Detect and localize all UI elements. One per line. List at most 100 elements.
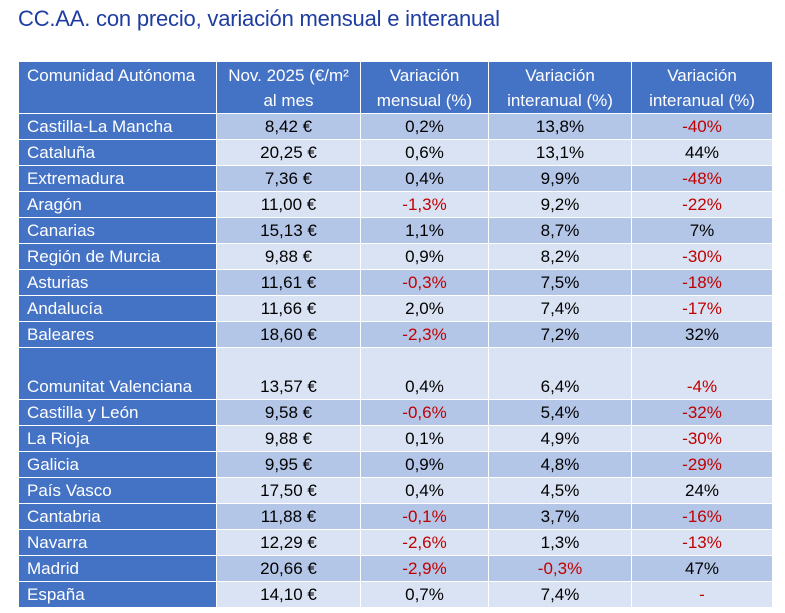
comunidad-cell: Cataluña — [18, 139, 217, 166]
precio-cell: 12,29 € — [216, 529, 361, 556]
header-row: Comunidad Autónoma Nov. 2025 (€/m² al me… — [18, 62, 773, 114]
table-row: La Rioja 9,88 €0,1% 4,9% -30% — [18, 425, 773, 452]
table-row: Baleares 18,60 € -2,3% 7,2% 32% — [18, 321, 773, 348]
ccaa-price-table: Comunidad Autónoma Nov. 2025 (€/m² al me… — [18, 62, 773, 608]
table-row: Asturias 11,61 € -0,3% 7,5% -18% — [18, 269, 773, 296]
variacion-interanual-cell: 13,8% — [488, 113, 632, 140]
comunidad-cell: Navarra — [18, 529, 217, 556]
variacion-interanual-2-cell: - — [631, 581, 773, 608]
precio-cell: 15,13 € — [216, 217, 361, 244]
table-row: Cantabria 11,88 € -0,1% 3,7% -16% — [18, 503, 773, 530]
comunidad-cell: Asturias — [18, 269, 217, 296]
header-variacion-interanual-2: Variación interanual (%) — [631, 62, 773, 114]
header-comunidad: Comunidad Autónoma — [18, 62, 217, 114]
variacion-interanual-2-cell: -4% — [631, 347, 773, 400]
precio-cell: 9,88 € — [216, 243, 361, 270]
precio-cell: 11,66 € — [216, 295, 361, 322]
variacion-interanual-2-cell: -30% — [631, 243, 773, 270]
table-row: País Vasco 17,50 €0,4% 4,5% 24% — [18, 477, 773, 504]
header-precio: Nov. 2025 (€/m² al mes — [216, 62, 361, 114]
variacion-interanual-2-cell: 24% — [631, 477, 773, 504]
comunidad-cell: Extremadura — [18, 165, 217, 192]
variacion-interanual-cell: 8,7% — [488, 217, 632, 244]
variacion-mensual-cell: 0,4% — [360, 347, 489, 400]
variacion-interanual-cell: 6,4% — [488, 347, 632, 400]
precio-cell: 9,95 € — [216, 451, 361, 478]
comunidad-cell: Galicia — [18, 451, 217, 478]
comunidad-cell: La Rioja — [18, 425, 217, 452]
header-variacion-mensual: Variación mensual (%) — [360, 62, 489, 114]
table-row: Comunitat Valenciana 13,57 €0,4% 6,4% -4% — [18, 347, 773, 400]
variacion-interanual-2-cell: -22% — [631, 191, 773, 218]
variacion-mensual-cell: 0,1% — [360, 425, 489, 452]
header-variacion-interanual: Variación interanual (%) — [488, 62, 632, 114]
variacion-interanual-2-cell: -13% — [631, 529, 773, 556]
comunidad-cell: Castilla-La Mancha — [18, 113, 217, 140]
comunidad-cell: País Vasco — [18, 477, 217, 504]
variacion-mensual-cell: -2,6% — [360, 529, 489, 556]
table-row: Canarias 15,13 €1,1% 8,7% 7% — [18, 217, 773, 244]
variacion-mensual-cell: 0,6% — [360, 139, 489, 166]
variacion-interanual-2-cell: 7% — [631, 217, 773, 244]
comunidad-cell: Aragón — [18, 191, 217, 218]
comunidad-cell: Baleares — [18, 321, 217, 348]
variacion-interanual-cell: 4,9% — [488, 425, 632, 452]
variacion-interanual-2-cell: -40% — [631, 113, 773, 140]
precio-cell: 20,66 € — [216, 555, 361, 582]
table-row: Andalucía 11,66 €2,0% 7,4% -17% — [18, 295, 773, 322]
precio-cell: 20,25 € — [216, 139, 361, 166]
table-row: Castilla y León 9,58 € -0,6% 5,4% -32% — [18, 399, 773, 426]
precio-cell: 11,61 € — [216, 269, 361, 296]
variacion-interanual-2-cell: -29% — [631, 451, 773, 478]
variacion-mensual-cell: 0,4% — [360, 477, 489, 504]
table-row: Castilla-La Mancha 8,42 €0,2% 13,8% -40% — [18, 113, 773, 140]
variacion-interanual-2-cell: -16% — [631, 503, 773, 530]
table-row: Extremadura 7,36 €0,4% 9,9% -48% — [18, 165, 773, 192]
precio-cell: 8,42 € — [216, 113, 361, 140]
table-row: Navarra 12,29 € -2,6% 1,3% -13% — [18, 529, 773, 556]
variacion-interanual-cell: 7,5% — [488, 269, 632, 296]
table-row: Madrid 20,66 € -2,9% -0,3% 47% — [18, 555, 773, 582]
comunidad-cell: Comunitat Valenciana — [18, 347, 217, 400]
comunidad-cell: España — [18, 581, 217, 608]
table-row: Cataluña 20,25 €0,6% 13,1% 44% — [18, 139, 773, 166]
variacion-interanual-cell: 8,2% — [488, 243, 632, 270]
variacion-mensual-cell: 0,7% — [360, 581, 489, 608]
precio-cell: 18,60 € — [216, 321, 361, 348]
variacion-mensual-cell: -2,9% — [360, 555, 489, 582]
variacion-interanual-cell: 7,2% — [488, 321, 632, 348]
comunidad-cell: Andalucía — [18, 295, 217, 322]
variacion-interanual-2-cell: 47% — [631, 555, 773, 582]
variacion-interanual-cell: 13,1% — [488, 139, 632, 166]
variacion-mensual-cell: -2,3% — [360, 321, 489, 348]
variacion-interanual-cell: 1,3% — [488, 529, 632, 556]
precio-cell: 14,10 € — [216, 581, 361, 608]
comunidad-cell: Castilla y León — [18, 399, 217, 426]
comunidad-cell: Región de Murcia — [18, 243, 217, 270]
variacion-interanual-cell: 3,7% — [488, 503, 632, 530]
variacion-interanual-2-cell: -48% — [631, 165, 773, 192]
variacion-interanual-cell: 7,4% — [488, 295, 632, 322]
precio-cell: 11,88 € — [216, 503, 361, 530]
precio-cell: 7,36 € — [216, 165, 361, 192]
table-row: Región de Murcia 9,88 €0,9% 8,2% -30% — [18, 243, 773, 270]
variacion-mensual-cell: 0,4% — [360, 165, 489, 192]
variacion-mensual-cell: 0,9% — [360, 451, 489, 478]
page-title: CC.AA. con precio, variación mensual e i… — [18, 6, 500, 31]
variacion-interanual-2-cell: -32% — [631, 399, 773, 426]
table-row: Galicia 9,95 €0,9% 4,8% -29% — [18, 451, 773, 478]
variacion-interanual-cell: 7,4% — [488, 581, 632, 608]
variacion-interanual-cell: 4,5% — [488, 477, 632, 504]
variacion-interanual-cell: 5,4% — [488, 399, 632, 426]
variacion-interanual-2-cell: 44% — [631, 139, 773, 166]
precio-cell: 17,50 € — [216, 477, 361, 504]
variacion-interanual-2-cell: -18% — [631, 269, 773, 296]
variacion-mensual-cell: -0,3% — [360, 269, 489, 296]
comunidad-cell: Cantabria — [18, 503, 217, 530]
variacion-mensual-cell: -1,3% — [360, 191, 489, 218]
precio-cell: 13,57 € — [216, 347, 361, 400]
table-row: España 14,10 €0,7% 7,4% - — [18, 581, 773, 608]
comunidad-cell: Madrid — [18, 555, 217, 582]
variacion-mensual-cell: 1,1% — [360, 217, 489, 244]
variacion-mensual-cell: 0,9% — [360, 243, 489, 270]
